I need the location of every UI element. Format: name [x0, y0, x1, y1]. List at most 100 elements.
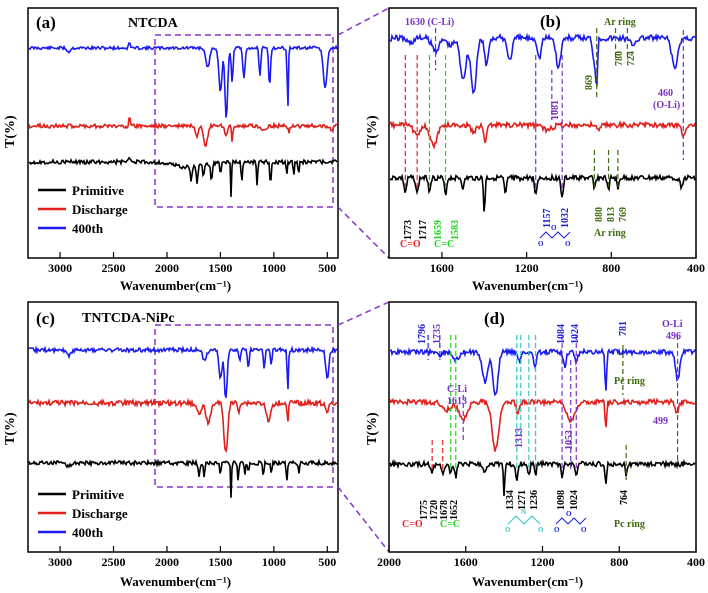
series-primitive: [389, 172, 696, 212]
svg-text:N: N: [521, 508, 526, 516]
panel-b-frame: [388, 7, 697, 259]
legend-discharge: Discharge: [72, 506, 128, 521]
x-tick-label: 800: [602, 261, 620, 275]
ann-1024-b: 1024: [569, 490, 580, 510]
ester-structure-icon: O O O: [554, 510, 587, 534]
imide-structure-icon: O N O: [505, 508, 544, 534]
panel-d-xlabel: Wavenumber(cm⁻¹): [472, 574, 583, 589]
ann-1157: 1157: [542, 209, 553, 228]
legend-400th: 400th: [72, 221, 104, 236]
ann-1717: 1717: [418, 220, 429, 240]
series-400th: [28, 41, 338, 118]
panel-c-frame: [27, 301, 339, 553]
series-primitive: [28, 458, 338, 498]
x-tick-label: 3000: [48, 555, 72, 569]
x-tick-label: 2500: [102, 555, 126, 569]
ann-724: 724: [626, 51, 637, 66]
ann-1236: 1236: [529, 490, 540, 510]
ann-1720: 1720: [429, 500, 440, 520]
x-tick-label: 500: [318, 261, 336, 275]
ann-460: 460: [658, 88, 673, 99]
legend-discharge: Discharge: [72, 202, 128, 217]
ann-1659: 1659: [433, 220, 444, 240]
svg-text:O: O: [554, 526, 560, 534]
x-tick-label: 1200: [531, 555, 555, 569]
panel-c-label: (c): [36, 309, 55, 328]
panel-c-ylabel: T(%): [3, 412, 18, 445]
series-discharge: [28, 397, 337, 454]
x-tick-label: 1500: [208, 261, 232, 275]
panel-a-title: NTCDA: [128, 16, 179, 31]
panel-c-xticks: 3000 2500 2000 1500 1000 500: [48, 546, 336, 569]
series-primitive: [28, 156, 338, 197]
legend-400th: 400th: [72, 525, 104, 540]
ann-o-li: O-Li: [662, 319, 683, 330]
panel-b-ylabel: T(%): [365, 115, 380, 148]
panel-a: (a) NTCDA T(%) Wavenumber(cm⁻¹) 3000 2500…: [3, 7, 339, 293]
series-discharge: [389, 397, 696, 452]
x-tick-label: 2500: [102, 261, 126, 275]
panel-a-xlabel: Wavenumber(cm⁻¹): [120, 278, 231, 293]
panel-d: (d) T(%) Wavenumber(cm⁻¹) 2000 1600 1200 80…: [365, 301, 705, 589]
legend-primitive: Primitive: [72, 183, 124, 198]
ann-pc-ring-top: Pc ring: [614, 376, 645, 387]
zoom-connector-c-top: [337, 301, 390, 326]
panel-b-xticks: 1600 1200 800 400: [430, 252, 705, 275]
ann-1053: 1053: [564, 430, 575, 450]
zoom-connector-a-bottom: [337, 206, 390, 259]
ann-1775: 1775: [419, 500, 430, 520]
panel-d-ylabel: T(%): [365, 412, 380, 445]
panel-a-frame: [27, 7, 339, 259]
ann-o-li: (O-Li): [653, 100, 680, 111]
panel-c: (c) TNTCDA-NiPc T(%) Wavenumber(cm⁻¹) 30…: [3, 301, 339, 589]
ann-1652: 1652: [449, 500, 460, 520]
ann-1081: 1081: [550, 100, 561, 120]
panel-c-title: TNTCDA-NiPc: [82, 311, 175, 326]
x-tick-label: 400: [687, 555, 705, 569]
ann-1313: 1313: [514, 428, 525, 448]
ann-880: 880: [594, 207, 605, 222]
ann-c-o: C=O: [400, 239, 421, 250]
panel-b: (b) T(%) Wavenumber(cm⁻¹) 1600 1200 800 400…: [365, 7, 705, 293]
panel-a-zoom-box: [154, 34, 334, 208]
ann-1583: 1583: [450, 220, 461, 240]
x-tick-label: 2000: [155, 261, 179, 275]
ann-1271: 1271: [517, 490, 528, 510]
series-discharge: [28, 117, 338, 147]
ann-769: 769: [618, 207, 629, 222]
panel-d-annotations: 1796 1735 1084 1024 781 O-Li 496 C-Li 16…: [402, 319, 683, 530]
ann-1796: 1796: [417, 324, 428, 344]
panel-b-annotations: 1630 (C-Li) Ar ring 780 724 869 1081 460…: [400, 17, 680, 250]
ann-499: 499: [653, 416, 668, 427]
panel-a-xticks: 3000 2500 2000 1500 1000 500: [48, 252, 336, 275]
ann-781: 781: [618, 321, 629, 336]
x-tick-label: 1000: [262, 261, 286, 275]
ann-1678: 1678: [439, 500, 450, 520]
x-tick-label: 400: [687, 261, 705, 275]
panel-d-label: (d): [484, 309, 505, 328]
ann-1024: 1024: [570, 324, 581, 344]
panel-a-label: (a): [36, 13, 56, 32]
panel-c-xlabel: Wavenumber(cm⁻¹): [120, 574, 231, 589]
panel-b-xlabel: Wavenumber(cm⁻¹): [472, 278, 583, 293]
series-400th: [29, 345, 338, 398]
series-400th: [389, 32, 696, 95]
x-tick-label: 3000: [48, 261, 72, 275]
ann-869: 869: [584, 75, 595, 90]
ann-c-li: C-Li: [447, 384, 467, 395]
ann-496: 496: [666, 331, 681, 342]
svg-text:O: O: [566, 510, 572, 518]
x-tick-label: 1500: [208, 555, 232, 569]
panel-d-peak-markers: [427, 335, 679, 480]
ann-c-li: 1630 (C-Li): [405, 17, 454, 28]
zoom-connector-a-top: [337, 7, 390, 36]
svg-text:O: O: [551, 224, 557, 232]
ann-1735: 1735: [432, 324, 443, 344]
panel-d-xticks: 2000 1600 1200 800 400: [377, 546, 705, 569]
legend-primitive: Primitive: [72, 487, 124, 502]
ann-1098: 1098: [556, 490, 567, 510]
panel-b-peak-markers: [404, 28, 684, 190]
x-tick-label: 1600: [430, 261, 454, 275]
zoom-connector-c-bottom: [337, 486, 390, 553]
